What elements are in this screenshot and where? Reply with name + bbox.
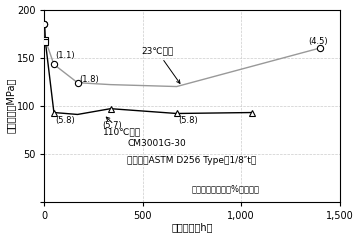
Text: CM3001G-30: CM3001G-30 — [127, 139, 186, 148]
Text: （　）内は吸水率%を示す。: （ ）内は吸水率%を示す。 — [192, 185, 260, 194]
Text: (5.8): (5.8) — [178, 116, 198, 125]
Text: 110℃水中: 110℃水中 — [103, 117, 141, 136]
Text: (5.8): (5.8) — [55, 116, 75, 125]
Text: 23℃水中: 23℃水中 — [141, 46, 180, 83]
Text: (4.5): (4.5) — [308, 37, 328, 46]
Text: (5.7): (5.7) — [103, 121, 122, 130]
Text: (1.8): (1.8) — [79, 75, 99, 84]
X-axis label: 処理時間（h）: 処理時間（h） — [171, 223, 213, 233]
Text: (1.1): (1.1) — [55, 51, 75, 60]
Y-axis label: 引張強さ（MPa）: 引張強さ（MPa） — [5, 78, 15, 134]
Text: 試験片：ASTM D256 Type（1/8″t）: 試験片：ASTM D256 Type（1/8″t） — [127, 156, 256, 165]
